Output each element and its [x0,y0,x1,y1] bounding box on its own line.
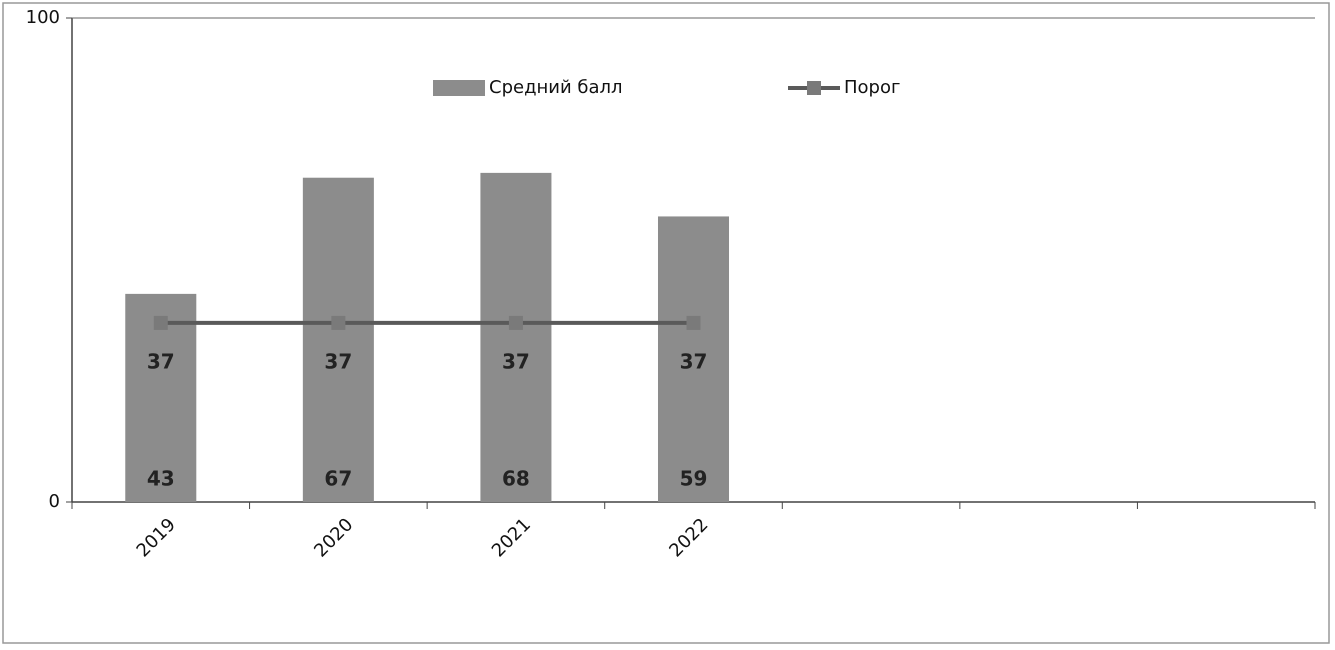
x-tick-label: 2022 [665,514,712,561]
data-label: 37 [324,349,352,373]
data-label: 59 [680,467,708,491]
data-label: 37 [502,349,530,373]
legend-marker [807,81,821,95]
line-marker [331,315,346,330]
y-tick-label: 0 [49,491,60,512]
line-marker [508,315,523,330]
x-tick-label: 2019 [133,514,180,561]
line-marker [153,315,168,330]
bar [657,216,730,502]
data-label: 67 [324,467,352,491]
data-label: 37 [680,349,708,373]
x-tick-label: 2021 [488,514,535,561]
data-label: 37 [147,349,175,373]
data-label: 43 [147,467,175,491]
y-tick-label: 100 [26,7,60,28]
legend-swatch [433,80,485,96]
bar [302,177,374,502]
bar [480,172,552,502]
legend-label: Средний балл [489,77,623,98]
line-marker [686,315,701,330]
data-label: 68 [502,467,530,491]
legend-label: Порог [844,77,900,98]
x-tick-label: 2020 [310,514,357,561]
